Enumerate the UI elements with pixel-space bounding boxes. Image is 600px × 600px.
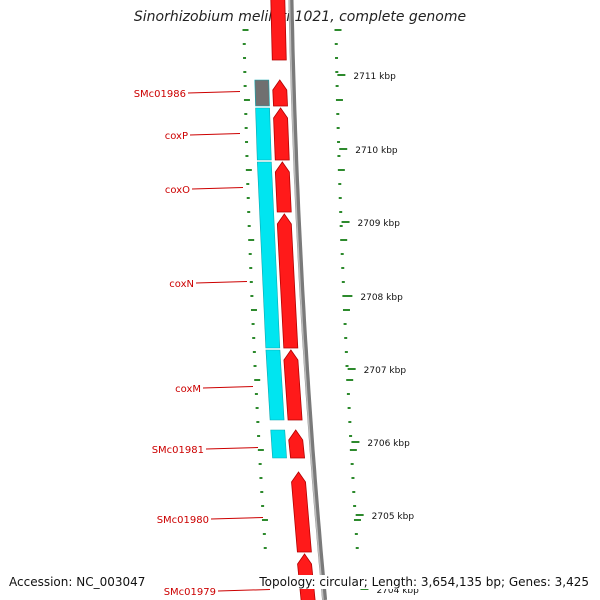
backbone-highlight bbox=[288, 0, 324, 600]
gene-label: coxP bbox=[165, 131, 188, 142]
reverse-gene bbox=[254, 79, 270, 107]
scale-label: 2704 kbp bbox=[376, 586, 419, 596]
forward-gene bbox=[270, 0, 287, 61]
label-leader bbox=[205, 447, 259, 450]
gene-label: SMc01986 bbox=[134, 89, 186, 100]
backbone-line bbox=[288, 0, 328, 600]
gene-label: SMc01981 bbox=[152, 445, 204, 456]
forward-gene bbox=[272, 79, 288, 107]
scale-label: 2705 kbp bbox=[372, 512, 415, 522]
label-leader bbox=[187, 91, 241, 94]
gene-labels: SMc01986 coxP coxO coxN coxM SMc01981 SMc01980… bbox=[134, 89, 271, 598]
scale-labels: 2711 kbp 2710 kbp 2709 kbp 2708 kbp 2707 kbp… bbox=[337, 72, 419, 596]
gene-label: SMc01980 bbox=[157, 515, 209, 526]
scale-label: 2707 kbp bbox=[364, 366, 407, 376]
forward-gene bbox=[273, 107, 290, 161]
reverse-gene bbox=[270, 429, 287, 459]
label-leader bbox=[210, 517, 264, 520]
forward-gene bbox=[276, 213, 299, 349]
label-leader bbox=[195, 281, 248, 284]
accession-text: Accession: NC_003047 bbox=[9, 575, 146, 589]
forward-gene bbox=[288, 429, 306, 459]
label-leader bbox=[191, 187, 244, 190]
gene-label: coxM bbox=[175, 384, 201, 395]
gene-label: coxN bbox=[169, 279, 194, 290]
scale-label: 2710 kbp bbox=[355, 146, 398, 156]
forward-gene bbox=[274, 161, 292, 213]
forward-gene bbox=[283, 349, 303, 421]
reverse-genes bbox=[254, 79, 287, 459]
label-leader bbox=[189, 133, 241, 136]
reverse-gene bbox=[265, 349, 285, 421]
label-leader bbox=[202, 386, 254, 389]
scale-label: 2709 kbp bbox=[358, 219, 401, 229]
map-title: Sinorhizobium meliloti 1021, complete ge… bbox=[133, 9, 467, 25]
left-tick-track bbox=[242, 29, 268, 549]
reverse-gene bbox=[255, 107, 272, 161]
gene-label: SMc01979 bbox=[164, 587, 216, 598]
right-tick-track bbox=[334, 29, 361, 549]
scale-label: 2706 kbp bbox=[367, 439, 410, 449]
forward-gene bbox=[291, 471, 312, 553]
reverse-gene bbox=[257, 161, 281, 349]
gene-label: coxO bbox=[165, 185, 190, 196]
scale-label: 2708 kbp bbox=[360, 293, 403, 303]
label-leader bbox=[217, 589, 271, 592]
topology-text: Topology: circular; Length: 3,654,135 bp… bbox=[259, 575, 589, 589]
scale-label: 2711 kbp bbox=[353, 72, 396, 82]
genome-backbone bbox=[288, 0, 328, 600]
